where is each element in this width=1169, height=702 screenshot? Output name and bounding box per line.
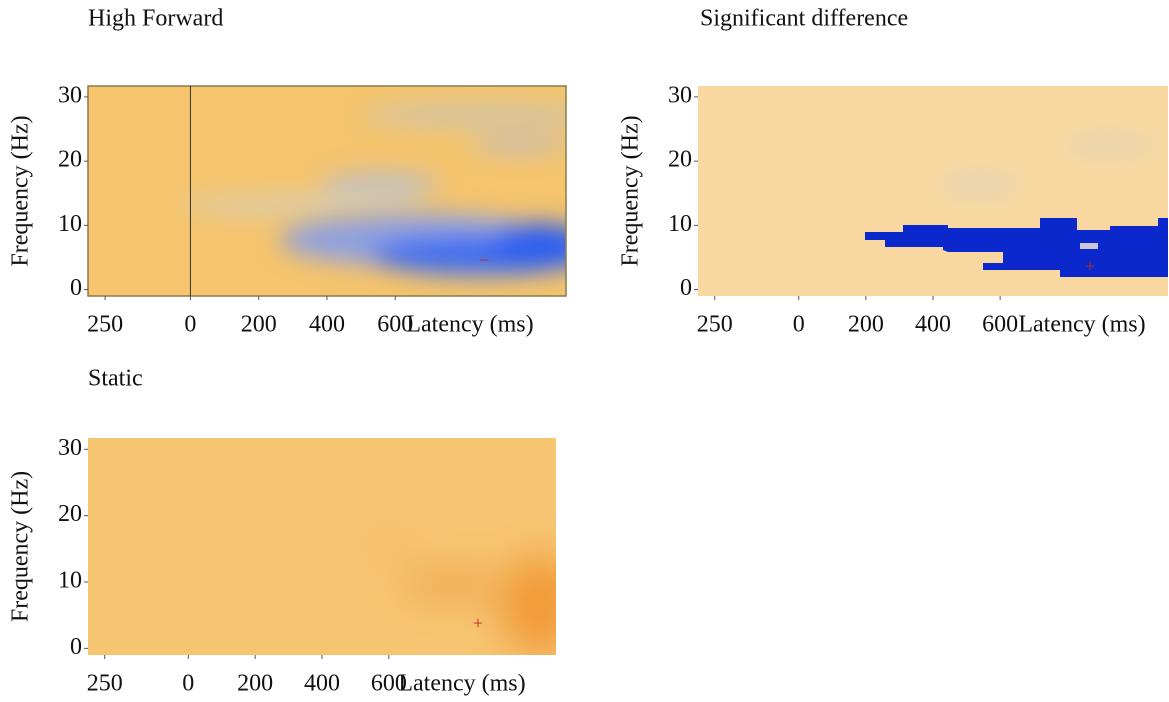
x-axis-label: Latency (ms) <box>1018 312 1145 338</box>
x-tick-label: 0 <box>793 312 805 338</box>
x-tick-label: 0 <box>182 671 194 697</box>
y-tick-label: 20 <box>668 147 692 173</box>
x-tick-label: 0 <box>184 312 196 338</box>
x-tick-label: 250 <box>87 312 123 338</box>
heatmap-image <box>88 86 566 296</box>
y-tick-label: 0 <box>70 634 82 660</box>
x-tick-label: 250 <box>697 312 733 338</box>
x-tick-label: 600 <box>377 312 413 338</box>
y-tick-label: 20 <box>58 501 82 527</box>
y-axis-label: Frequency (Hz) <box>8 115 34 266</box>
x-tick-label: 200 <box>848 312 884 338</box>
x-tick-label: 400 <box>309 312 345 338</box>
x-tick-label: 200 <box>241 312 277 338</box>
y-tick-label: 10 <box>58 568 82 594</box>
x-tick-label: 600 <box>371 671 407 697</box>
y-tick-label: 10 <box>668 211 692 237</box>
chart-title: Static <box>88 366 143 392</box>
x-axis-label: Latency (ms) <box>398 671 525 697</box>
y-tick-label: 30 <box>668 82 692 108</box>
x-axis-label: Latency (ms) <box>406 312 533 338</box>
y-tick-label: 0 <box>70 275 82 301</box>
x-tick-label: 250 <box>87 671 123 697</box>
y-tick-label: 30 <box>58 82 82 108</box>
y-tick-label: 30 <box>58 435 82 461</box>
x-tick-label: 400 <box>304 671 340 697</box>
y-tick-label: 20 <box>58 147 82 173</box>
marker: + <box>1085 256 1095 276</box>
marker: + <box>473 613 483 633</box>
y-axis-label: Frequency (Hz) <box>618 115 644 266</box>
x-tick-label: 400 <box>915 312 951 338</box>
chart-title: High Forward <box>88 6 223 32</box>
x-tick-label: 200 <box>237 671 273 697</box>
y-tick-label: 0 <box>680 275 692 301</box>
y-tick-label: 10 <box>58 211 82 237</box>
heatmap-image <box>698 86 1168 296</box>
x-tick-label: 600 <box>982 312 1018 338</box>
marker: − <box>479 250 489 270</box>
heatmap-image <box>88 438 556 655</box>
chart-title: Significant difference <box>700 6 908 32</box>
y-axis-label: Frequency (Hz) <box>8 471 34 622</box>
